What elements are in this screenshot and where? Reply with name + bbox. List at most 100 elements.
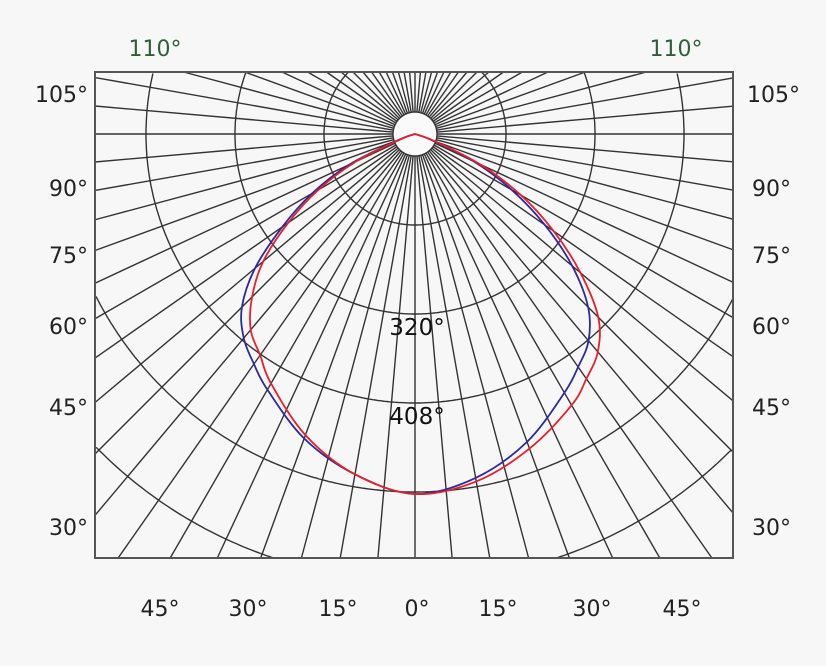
- grid-ring: [415, 73, 685, 404]
- grid-spoke: [430, 149, 734, 453]
- grid-spoke: [421, 154, 570, 559]
- grid-spoke: [432, 146, 734, 358]
- bottom-label: 0°: [405, 597, 430, 622]
- grid-spoke: [428, 71, 468, 118]
- grid-spoke: [433, 71, 523, 124]
- curves: [240, 133, 601, 496]
- bottom-label: 30°: [573, 597, 612, 622]
- grid-spoke: [94, 76, 394, 131]
- grid-spoke: [432, 71, 504, 122]
- grid-spoke: [435, 71, 586, 128]
- grid-spoke: [403, 71, 412, 113]
- grid-spoke: [94, 135, 394, 163]
- grid-ring: [234, 72, 415, 315]
- bottom-label: 15°: [319, 597, 358, 622]
- grid-spoke: [423, 71, 445, 115]
- grid-ring: [415, 72, 507, 226]
- right-label: 45°: [752, 396, 791, 421]
- grid-ring: [95, 446, 274, 559]
- grid-spoke: [378, 71, 405, 116]
- grid-spoke: [260, 154, 409, 559]
- left-label: 30°: [49, 516, 88, 541]
- grid-spoke: [371, 71, 403, 117]
- grid-ring: [415, 72, 596, 315]
- right-label: 90°: [752, 177, 791, 202]
- left-label: 105°: [35, 83, 88, 108]
- grid-spoke: [340, 71, 399, 121]
- grid-spoke: [427, 71, 459, 117]
- grid-ring: [556, 449, 732, 559]
- grid-spoke: [94, 137, 394, 192]
- grid-spoke: [408, 71, 414, 113]
- top-label-right: 110°: [650, 37, 703, 62]
- grid-spoke: [436, 71, 647, 129]
- grid-spoke: [423, 153, 614, 559]
- grid-spoke: [433, 144, 734, 319]
- grid-spoke: [94, 105, 394, 133]
- grid-ring: [323, 72, 415, 226]
- bottom-label: 45°: [663, 597, 702, 622]
- grid-spoke: [94, 149, 400, 455]
- grid-spoke: [326, 71, 398, 122]
- grid-spoke: [339, 155, 412, 559]
- grid-spoke: [416, 71, 422, 113]
- grid-spoke: [418, 71, 427, 113]
- grid-ring: [415, 298, 734, 493]
- grid-spoke: [431, 71, 490, 121]
- bottom-label: 15°: [479, 597, 518, 622]
- series-curve-2: [249, 133, 601, 496]
- grid-spoke: [434, 71, 549, 126]
- ring-label: 408°: [389, 404, 444, 430]
- right-label: 75°: [752, 244, 791, 269]
- ring-label: 320°: [389, 315, 444, 341]
- right-label: 60°: [752, 315, 791, 340]
- grid-spoke: [281, 71, 396, 126]
- grid-ring: [392, 111, 438, 157]
- right-label: 105°: [747, 83, 800, 108]
- bottom-label: 45°: [141, 597, 180, 622]
- grid-ring: [95, 296, 415, 493]
- grid-spoke: [94, 150, 402, 516]
- grid-spoke: [216, 153, 407, 559]
- plot-frame: [94, 71, 734, 559]
- grid-spoke: [94, 146, 398, 359]
- grid-spoke: [94, 140, 395, 252]
- grid-spoke: [436, 137, 734, 191]
- grid-ring: [145, 73, 415, 404]
- grid-spoke: [416, 155, 453, 559]
- grid-spoke: [420, 71, 433, 113]
- left-label: 90°: [49, 177, 88, 202]
- right-label: 30°: [752, 516, 791, 541]
- grid-spoke: [391, 71, 409, 114]
- grid-spoke: [428, 150, 734, 514]
- grid-spoke: [307, 71, 397, 124]
- grid-spoke: [377, 155, 414, 559]
- grid-spoke: [436, 77, 734, 131]
- grid-spoke: [431, 147, 734, 402]
- grid-spoke: [94, 139, 394, 221]
- grid-spoke: [436, 139, 734, 220]
- grid-spoke: [362, 71, 402, 118]
- left-label: 45°: [49, 396, 88, 421]
- grid-spoke: [94, 144, 397, 320]
- top-label-left: 110°: [129, 37, 182, 62]
- bottom-label: 30°: [229, 597, 268, 622]
- grid-spoke: [352, 71, 400, 119]
- grid-spoke: [169, 152, 405, 559]
- left-label: 75°: [49, 244, 88, 269]
- grid-spoke: [418, 155, 491, 559]
- grid-spoke: [425, 71, 452, 116]
- grid-spoke: [421, 71, 439, 114]
- grid-spoke: [244, 71, 395, 128]
- grid-spoke: [430, 71, 478, 119]
- grid-spoke: [425, 152, 661, 559]
- polar-grid: [94, 71, 734, 559]
- grid-spoke: [183, 71, 394, 129]
- grid-spoke: [385, 71, 407, 115]
- grid-spoke: [94, 147, 399, 404]
- left-label: 60°: [49, 315, 88, 340]
- grid-spoke: [427, 151, 713, 559]
- grid-spoke: [397, 71, 410, 113]
